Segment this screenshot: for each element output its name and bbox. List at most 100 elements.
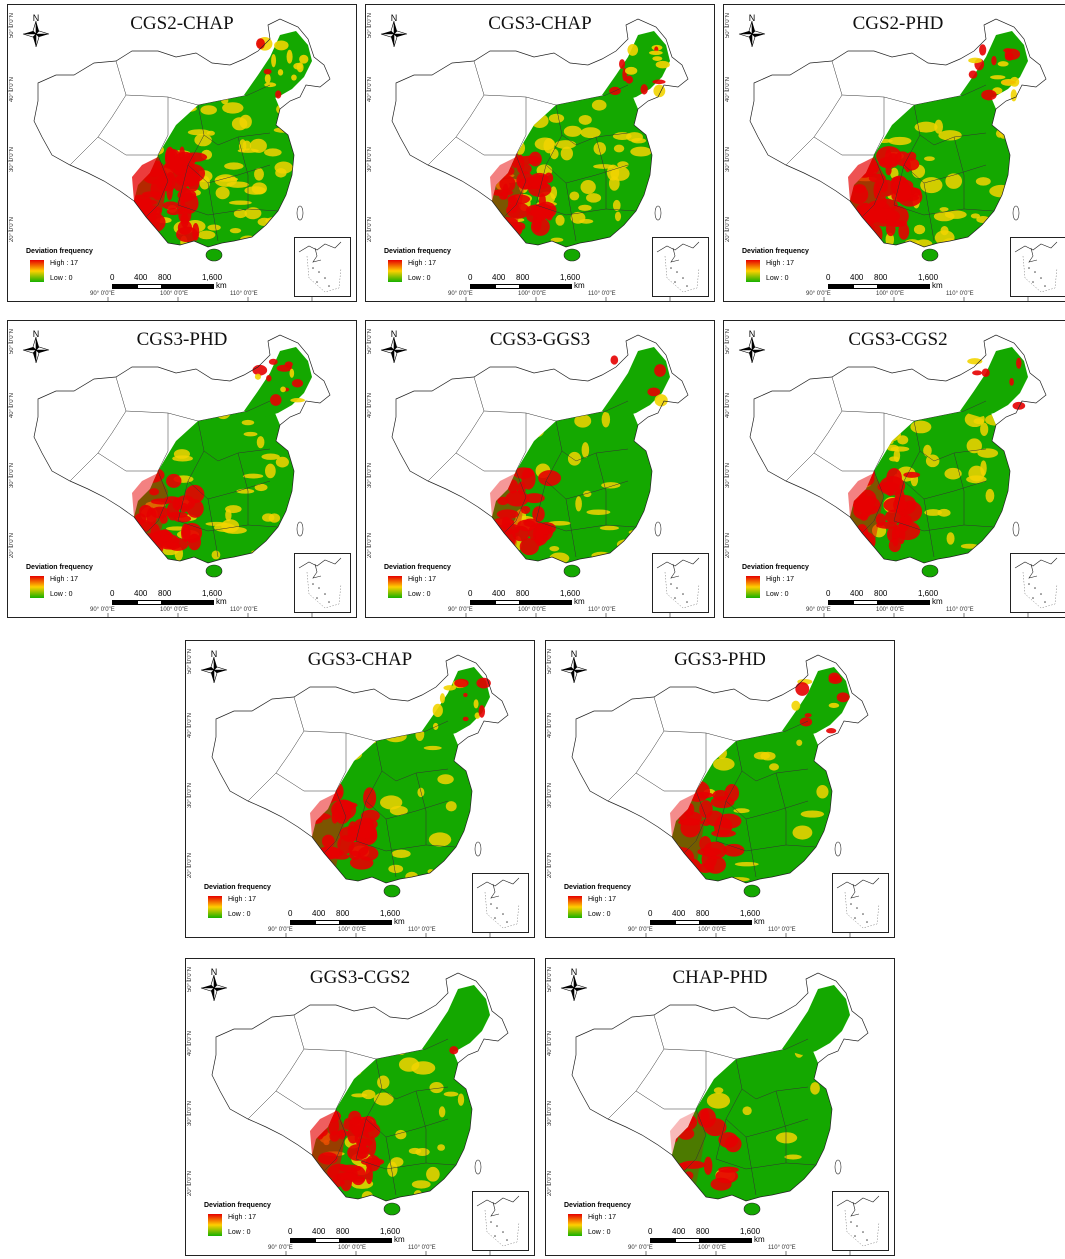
scale-bar: 0 400 800 1,600 km (104, 273, 304, 295)
low-deviation-region (134, 401, 294, 563)
south-china-sea-inset (832, 873, 889, 933)
latitude-label: 40° 0'0"N (725, 393, 731, 419)
scale-tick-label: 0 (288, 1227, 293, 1236)
longitude-label: 90° 0'0"E (448, 607, 473, 613)
scale-tick-label: 800 (336, 909, 350, 918)
high-deviation-patch (338, 1164, 362, 1173)
high-deviation-patch (348, 850, 362, 860)
northeast-deviation-patch (979, 44, 987, 56)
taiwan-island (654, 205, 662, 221)
northeast-deviation-patch (291, 379, 304, 388)
legend: Deviation frequency High : 17 Low : 0 (564, 884, 664, 924)
mid-deviation-patch (985, 488, 995, 503)
high-deviation-patch (150, 506, 170, 519)
china-map (8, 334, 331, 617)
north-label: N (210, 967, 218, 977)
china-border (391, 334, 689, 564)
longitude-label: 100° 0'0"E (518, 291, 547, 297)
northeast-deviation-patch (804, 713, 812, 718)
northeast-deviation-patch (271, 53, 277, 68)
latitude-label: 50° 0'0"N (367, 13, 373, 39)
longitude-label: 100° 0'0"E (518, 607, 547, 613)
high-deviation-patch (162, 201, 179, 210)
high-deviation-patch (173, 156, 182, 171)
legend-low-label: Low : 0 (50, 591, 73, 598)
scale-unit: km (574, 281, 585, 290)
mid-deviation-patch (860, 551, 881, 563)
northeast-deviation-patch (264, 82, 277, 88)
scale-tick-label: 400 (850, 273, 864, 282)
mid-deviation-patch (640, 426, 651, 440)
northeast-deviation-patch (968, 70, 978, 79)
northeast-deviation-patch (1010, 89, 1017, 102)
mid-deviation-patch (142, 554, 155, 560)
province-boundary (237, 452, 249, 525)
longitude-label: 90° 0'0"E (268, 1245, 293, 1251)
northeast-deviation-patch (293, 62, 303, 70)
province-boundary (595, 452, 607, 525)
province-boundary (415, 1090, 427, 1163)
scale-tick-label: 1,600 (918, 273, 939, 282)
scale-tick-label: 0 (288, 909, 293, 918)
high-deviation-patch (356, 1145, 370, 1159)
mid-deviation-patch (261, 453, 280, 460)
scale-segment (112, 600, 137, 605)
northeast-deviation-patch (439, 693, 446, 704)
north-arrow-icon: N (736, 329, 768, 368)
province-boundary (873, 413, 885, 472)
scale-tick-label: 400 (672, 1227, 686, 1236)
high-deviation-patch (166, 473, 182, 488)
mid-deviation-patch (140, 235, 151, 243)
mid-deviation-patch (975, 177, 991, 186)
mid-deviation-patch (960, 543, 979, 549)
high-deviation-patch (312, 856, 329, 870)
scale-tick-label: 400 (134, 589, 148, 598)
south-china-sea-inset (294, 237, 351, 297)
latitude-label: 30° 0'0"N (547, 783, 553, 809)
mid-deviation-patch (254, 483, 268, 492)
mid-deviation-patch (445, 801, 457, 812)
mid-deviation-patch (713, 1087, 724, 1094)
mid-deviation-patch (254, 167, 264, 181)
mid-deviation-patch (784, 1154, 802, 1160)
mid-deviation-patch (207, 224, 221, 231)
scale-unit: km (754, 1235, 765, 1244)
mid-deviation-patch (380, 795, 403, 810)
high-deviation-patch (706, 810, 724, 827)
china-map (186, 972, 509, 1255)
scale-segment (650, 920, 675, 925)
mid-deviation-patch (792, 825, 813, 840)
high-deviation-patch (678, 818, 703, 826)
latitude-label: 30° 0'0"N (367, 463, 373, 489)
legend-title: Deviation frequency (564, 884, 631, 891)
province-boundary (207, 498, 219, 558)
mid-deviation-patch (555, 214, 565, 226)
north-arrow-icon: N (558, 967, 590, 1006)
south-china-sea-inset (294, 553, 351, 613)
province-boundary (335, 733, 347, 792)
mid-deviation-patch (591, 551, 612, 560)
scale-tick-label: 800 (516, 589, 530, 598)
mid-deviation-patch (733, 808, 750, 814)
province-boundary (415, 772, 427, 845)
legend: Deviation frequency High : 17 Low : 0 (384, 564, 484, 604)
scale-segment (315, 920, 340, 925)
mid-deviation-patch (549, 552, 570, 563)
latitude-label: 50° 0'0"N (187, 649, 193, 675)
southwest-high-deviation (310, 793, 346, 867)
province-boundary (923, 182, 935, 242)
china-map (366, 18, 689, 301)
legend-color-ramp (746, 576, 760, 598)
province-boundary (841, 84, 987, 106)
high-deviation-patch (139, 504, 153, 518)
scale-tick-label: 1,600 (202, 589, 223, 598)
scale-tick-label: 0 (826, 589, 831, 598)
province-boundary (715, 1118, 817, 1170)
province-boundary (745, 1136, 757, 1196)
mid-deviation-patch (391, 849, 411, 859)
scale-bar: 0 400 800 1,600 km (104, 589, 304, 611)
legend-low-label: Low : 0 (228, 1229, 251, 1236)
province-boundary (775, 1090, 787, 1163)
scale-bar: 0 400 800 1,600 km (820, 589, 1020, 611)
scale-tick-label: 800 (874, 589, 888, 598)
